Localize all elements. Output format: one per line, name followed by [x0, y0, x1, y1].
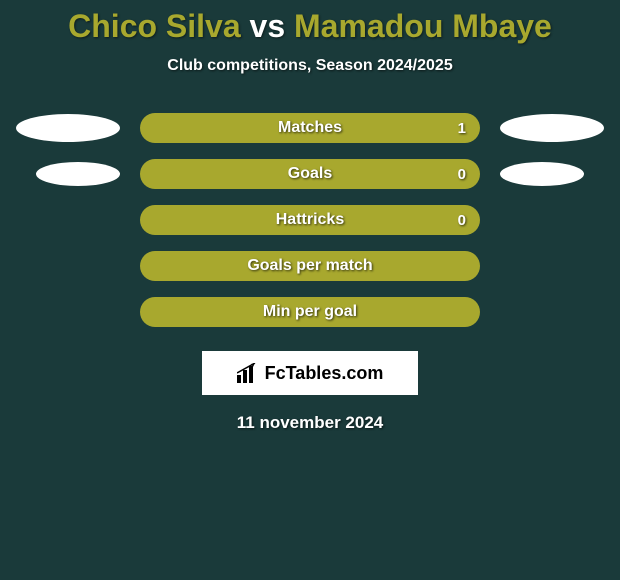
left-ellipse [16, 114, 120, 142]
bar-chart-icon [237, 363, 259, 383]
stat-value: 0 [458, 212, 466, 229]
stat-bar: Hattricks 0 [140, 205, 480, 235]
stat-row: Goals 0 [0, 159, 620, 189]
player1-name: Chico Silva [68, 8, 241, 44]
stat-bar: Goals 0 [140, 159, 480, 189]
stat-row: Min per goal [0, 297, 620, 327]
comparison-title: Chico Silva vs Mamadou Mbaye [0, 0, 620, 45]
stat-bar: Matches 1 [140, 113, 480, 143]
stat-bar: Min per goal [140, 297, 480, 327]
stat-row: Matches 1 [0, 113, 620, 143]
logo-text: FcTables.com [265, 363, 384, 384]
date-text: 11 november 2024 [0, 413, 620, 433]
stat-bar: Goals per match [140, 251, 480, 281]
stat-label: Goals [288, 165, 332, 183]
right-ellipse [500, 162, 584, 186]
logo-box: FcTables.com [202, 351, 418, 395]
stat-value: 0 [458, 166, 466, 183]
stat-label: Min per goal [263, 303, 357, 321]
stat-row: Goals per match [0, 251, 620, 281]
vs-text: vs [250, 8, 286, 44]
player2-name: Mamadou Mbaye [294, 8, 552, 44]
stat-label: Matches [278, 119, 342, 137]
stat-value: 1 [458, 120, 466, 137]
subtitle: Club competitions, Season 2024/2025 [0, 57, 620, 75]
stat-rows: Matches 1 Goals 0 Hattricks 0 Goals per match M… [0, 113, 620, 327]
stat-label: Hattricks [276, 211, 344, 229]
right-ellipse [500, 114, 604, 142]
stat-row: Hattricks 0 [0, 205, 620, 235]
left-ellipse [36, 162, 120, 186]
stat-label: Goals per match [247, 257, 372, 275]
